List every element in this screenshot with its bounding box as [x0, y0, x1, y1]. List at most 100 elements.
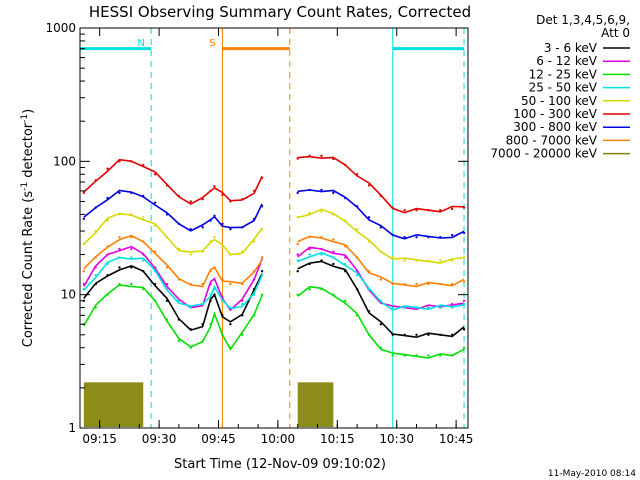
y-tick-label-3: 1000	[45, 21, 76, 35]
series-3-point-0-17	[260, 273, 264, 277]
series-4-point-1-1	[308, 211, 311, 215]
series-4-point-1-13	[450, 259, 454, 262]
series-3-point-1-13	[450, 306, 454, 309]
series-4-point-0-0	[82, 242, 86, 246]
series-3-point-0-5	[142, 259, 145, 262]
series-2-point-0-17	[260, 293, 264, 296]
series-5-point-0-13	[221, 193, 224, 197]
x-tick-label-5: 10:30	[379, 432, 414, 446]
series-0-point-0-6	[153, 282, 157, 286]
series-6-point-1-3	[332, 191, 335, 195]
series-7-point-1-14	[462, 280, 466, 283]
series-1-point-0-1	[94, 266, 97, 269]
series-2-point-1-14	[462, 346, 466, 349]
series-6-point-0-15	[241, 226, 244, 229]
series-4-point-1-4	[344, 219, 347, 222]
series-3-point-1-11	[427, 306, 430, 309]
series-0-point-1-5	[355, 287, 359, 291]
series-6-point-1-13	[450, 233, 454, 237]
series-4-point-1-0	[296, 216, 299, 219]
series-6-point-0-5	[142, 194, 145, 198]
series-5-point-1-8	[391, 206, 394, 209]
series-6-point-0-10	[201, 226, 204, 229]
series-0-point-0-1	[94, 282, 97, 286]
series-2-point-0-14	[229, 346, 232, 349]
series-line-0-1	[297, 260, 465, 339]
series-0-point-0-3	[118, 266, 121, 269]
series-3-point-1-0	[296, 259, 299, 262]
series-1-point-0-16	[252, 278, 256, 281]
series-0-point-0-13	[221, 314, 224, 317]
legend-entry-label-2: 12 - 25 keV	[529, 67, 598, 81]
plot-frame	[79, 27, 469, 429]
series-4-point-1-8	[391, 256, 394, 259]
series-3-point-1-14	[462, 302, 466, 306]
series-4-point-0-1	[94, 229, 97, 233]
series-0-point-1-8	[391, 333, 394, 337]
series-5-point-1-13	[450, 207, 454, 211]
series-0-point-1-7	[379, 323, 383, 326]
series-1-point-1-1	[308, 247, 311, 251]
legend-entry-label-1: 6 - 12 keV	[536, 54, 598, 68]
series-5-point-0-16	[252, 189, 256, 193]
series-0-point-1-1	[308, 262, 311, 266]
series-line-5-1	[297, 155, 465, 214]
series-5-point-1-9	[403, 209, 406, 212]
series-2-point-1-11	[427, 354, 430, 357]
series-6-point-1-11	[427, 235, 430, 239]
series-7-point-0-3	[118, 235, 121, 239]
series-7-point-1-2	[320, 235, 323, 239]
series-6-point-0-11	[209, 219, 212, 222]
series-6-point-0-14	[229, 227, 232, 231]
series-3-point-0-16	[252, 293, 256, 296]
x-axis-label: Start Time (12-Nov-09 09:10:02)	[174, 457, 386, 472]
series-line-2-1	[297, 285, 465, 359]
series-1-point-1-4	[344, 256, 347, 259]
series-5-point-0-15	[241, 197, 244, 201]
series-5-point-1-4	[344, 163, 347, 167]
series-6-point-1-4	[344, 196, 347, 200]
series-4-point-1-3	[332, 213, 335, 216]
series-5-point-0-11	[209, 189, 212, 193]
series-1-point-1-3	[332, 250, 335, 253]
series-0-point-1-13	[450, 333, 454, 337]
series-line-7-1	[297, 235, 465, 288]
series-7-point-0-8	[177, 278, 181, 281]
series-5-point-0-8	[177, 194, 181, 198]
series-7-point-1-9	[403, 282, 406, 286]
series-3-point-0-8	[177, 299, 181, 302]
series-3-point-1-12	[439, 306, 442, 309]
series-4-point-1-14	[462, 256, 466, 259]
series-4-point-0-4	[130, 213, 133, 216]
series-7-point-0-17	[260, 256, 264, 259]
series-2-point-1-10	[415, 354, 418, 357]
series-7-point-1-1	[308, 235, 311, 239]
series-5-point-0-12	[213, 185, 216, 188]
series-2-point-0-8	[177, 339, 181, 343]
series-4-point-0-12	[213, 235, 216, 239]
series-1-point-1-13	[450, 302, 454, 306]
series-7-point-1-13	[450, 282, 454, 286]
series-3-point-0-6	[153, 269, 157, 273]
series-2-point-1-6	[367, 333, 371, 337]
series-4-point-1-5	[355, 227, 359, 231]
series-5-point-0-10	[201, 197, 204, 201]
series-2-point-0-15	[241, 333, 244, 337]
series-7-point-1-7	[379, 278, 383, 281]
series-0-point-0-9	[189, 328, 192, 331]
series-2-point-0-10	[201, 339, 204, 343]
series-6-point-0-8	[177, 222, 181, 226]
series-2-point-0-16	[252, 314, 256, 317]
series-0-point-0-4	[130, 266, 133, 269]
series-7-point-0-10	[201, 282, 204, 286]
series-1-point-0-3	[118, 247, 121, 251]
series-6-point-0-9	[189, 227, 192, 231]
series-line-4-0	[83, 212, 263, 256]
x-tick-label-1: 09:30	[142, 432, 177, 446]
series-5-point-1-1	[308, 154, 311, 158]
series-0-point-1-14	[462, 328, 466, 331]
series-7-point-0-11	[209, 269, 212, 273]
y-axis-label-pre: Corrected Count Rate (s	[21, 191, 36, 348]
series-1-point-0-2	[106, 253, 109, 256]
